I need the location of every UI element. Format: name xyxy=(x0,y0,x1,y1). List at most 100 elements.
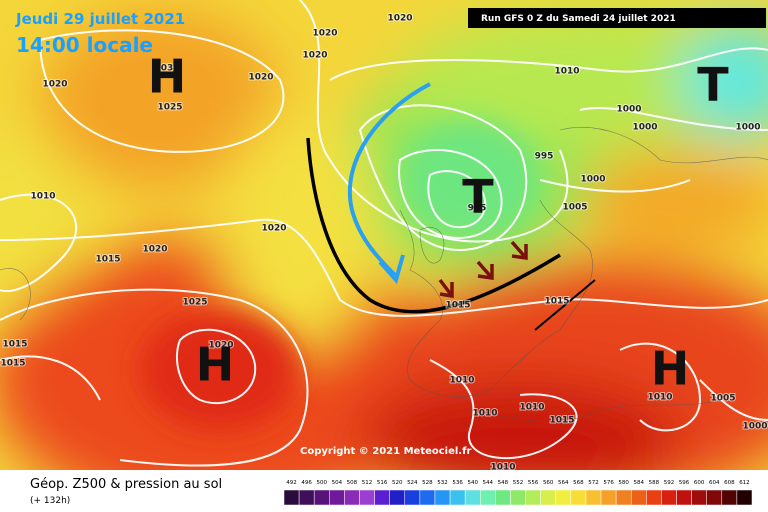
isobar-label: 1010 xyxy=(449,376,474,386)
legend-swatch xyxy=(434,489,451,506)
isobar-label: 1025 xyxy=(157,103,182,113)
legend-label: 612 xyxy=(739,480,750,486)
isobar-label: 1020 xyxy=(208,341,233,351)
isobar-label: 1010 xyxy=(490,463,515,473)
legend-swatch xyxy=(630,489,647,506)
run-text: Run GFS 0 Z du Samedi 24 juillet 2021 xyxy=(481,14,676,24)
legend-label: 524 xyxy=(407,480,418,486)
legend-swatch xyxy=(570,489,587,506)
isobar-label: 1010 xyxy=(554,67,579,77)
legend-label: 548 xyxy=(498,480,509,486)
legend-label: 504 xyxy=(332,480,343,486)
isobar-label: 1015 xyxy=(544,297,569,307)
legend-swatch xyxy=(389,489,406,506)
coastline xyxy=(469,399,721,422)
legend-label: 540 xyxy=(467,480,478,486)
legend-swatch xyxy=(344,489,360,506)
legend-label: 564 xyxy=(558,480,569,486)
isobar-label: 1000 xyxy=(632,123,657,133)
isobar-label: 1020 xyxy=(312,29,337,39)
legend-swatch xyxy=(283,489,300,506)
legend-label: 508 xyxy=(347,480,358,486)
isobar xyxy=(619,342,702,432)
coastline xyxy=(399,199,593,397)
legend-label: 556 xyxy=(528,480,539,486)
isobar-label: 1000 xyxy=(735,123,760,133)
legend-label: 528 xyxy=(422,480,433,486)
legend-label: 492 xyxy=(286,480,297,486)
legend-label: 560 xyxy=(543,480,554,486)
legend-label: 592 xyxy=(664,480,675,486)
legend-label: 512 xyxy=(362,480,373,486)
legend-swatch xyxy=(706,489,723,506)
legend-swatch xyxy=(329,489,345,506)
front xyxy=(534,279,596,331)
isobars xyxy=(0,0,768,467)
legend-swatch xyxy=(464,489,481,506)
legend-swatch xyxy=(480,489,496,506)
forecast-time: 14:00 locale xyxy=(16,33,153,57)
isobar xyxy=(299,0,569,243)
isobar-label: 1020 xyxy=(42,80,67,90)
legend-swatch xyxy=(585,489,602,506)
footer-title: Géop. Z500 & pression au sol xyxy=(30,477,222,492)
flow-arrow xyxy=(347,82,431,277)
coastline xyxy=(419,227,445,264)
legend-swatch xyxy=(540,489,556,506)
legend-label: 588 xyxy=(649,480,660,486)
isobar-label: 1030 xyxy=(154,64,179,74)
pressure-center: H xyxy=(196,338,235,392)
legend-label: 608 xyxy=(724,480,735,486)
pressure-center: T xyxy=(462,170,494,224)
footer-lead: (+ 132h) xyxy=(30,496,70,506)
legend-label: 576 xyxy=(603,480,614,486)
isobar-label: 1010 xyxy=(472,409,497,419)
isobar xyxy=(0,193,78,293)
isobar-label: 1005 xyxy=(710,394,735,404)
legend-label: 516 xyxy=(377,480,388,486)
legend-label: 596 xyxy=(679,480,690,486)
legend-label: 544 xyxy=(483,480,494,486)
isobar-label: 1020 xyxy=(302,51,327,61)
legend-swatch xyxy=(404,489,421,506)
isobar-label: 1010 xyxy=(519,403,544,413)
isobar xyxy=(579,106,768,131)
isobar-label: 995 xyxy=(535,152,554,162)
copyright: Copyright © 2021 Meteociel.fr xyxy=(300,446,471,457)
isobar-label: 1005 xyxy=(562,203,587,213)
legend-swatch xyxy=(691,489,707,506)
isobar xyxy=(398,149,503,239)
isobar-label: 1010 xyxy=(647,393,672,403)
pressure-center: H xyxy=(148,50,187,104)
isobar-label: 985 xyxy=(468,204,487,214)
isobar xyxy=(175,328,257,405)
legend-label: 496 xyxy=(301,480,312,486)
legend-swatch xyxy=(721,489,738,506)
legend-swatch xyxy=(510,489,526,506)
run-banner xyxy=(468,8,766,28)
legend-swatch xyxy=(495,489,511,506)
coastlines xyxy=(0,127,768,422)
coastline xyxy=(559,127,768,164)
legend-label: 552 xyxy=(513,480,524,486)
pressure-centers: H H H T T xyxy=(148,50,730,396)
legend-swatch xyxy=(313,489,330,506)
isobar-label: 1015 xyxy=(549,416,574,426)
isobar xyxy=(699,379,768,421)
isobar-label: 1015 xyxy=(445,301,470,311)
legend-swatch xyxy=(359,489,375,506)
wind-arrow xyxy=(476,260,494,281)
legend: 492 496 500 504 508 512 516 520 524 528 532 536 540 5… xyxy=(283,480,753,506)
legend-label: 500 xyxy=(316,480,327,486)
legend-swatch xyxy=(525,489,541,506)
isobar xyxy=(0,218,768,317)
isobar-label: 1000 xyxy=(580,175,605,185)
isobar-label: 1015 xyxy=(95,255,120,265)
isobar xyxy=(38,29,285,153)
coastline xyxy=(0,268,31,321)
legend-label: 584 xyxy=(634,480,645,486)
pressure-center: H xyxy=(651,342,690,396)
legend-label: 572 xyxy=(588,480,599,486)
